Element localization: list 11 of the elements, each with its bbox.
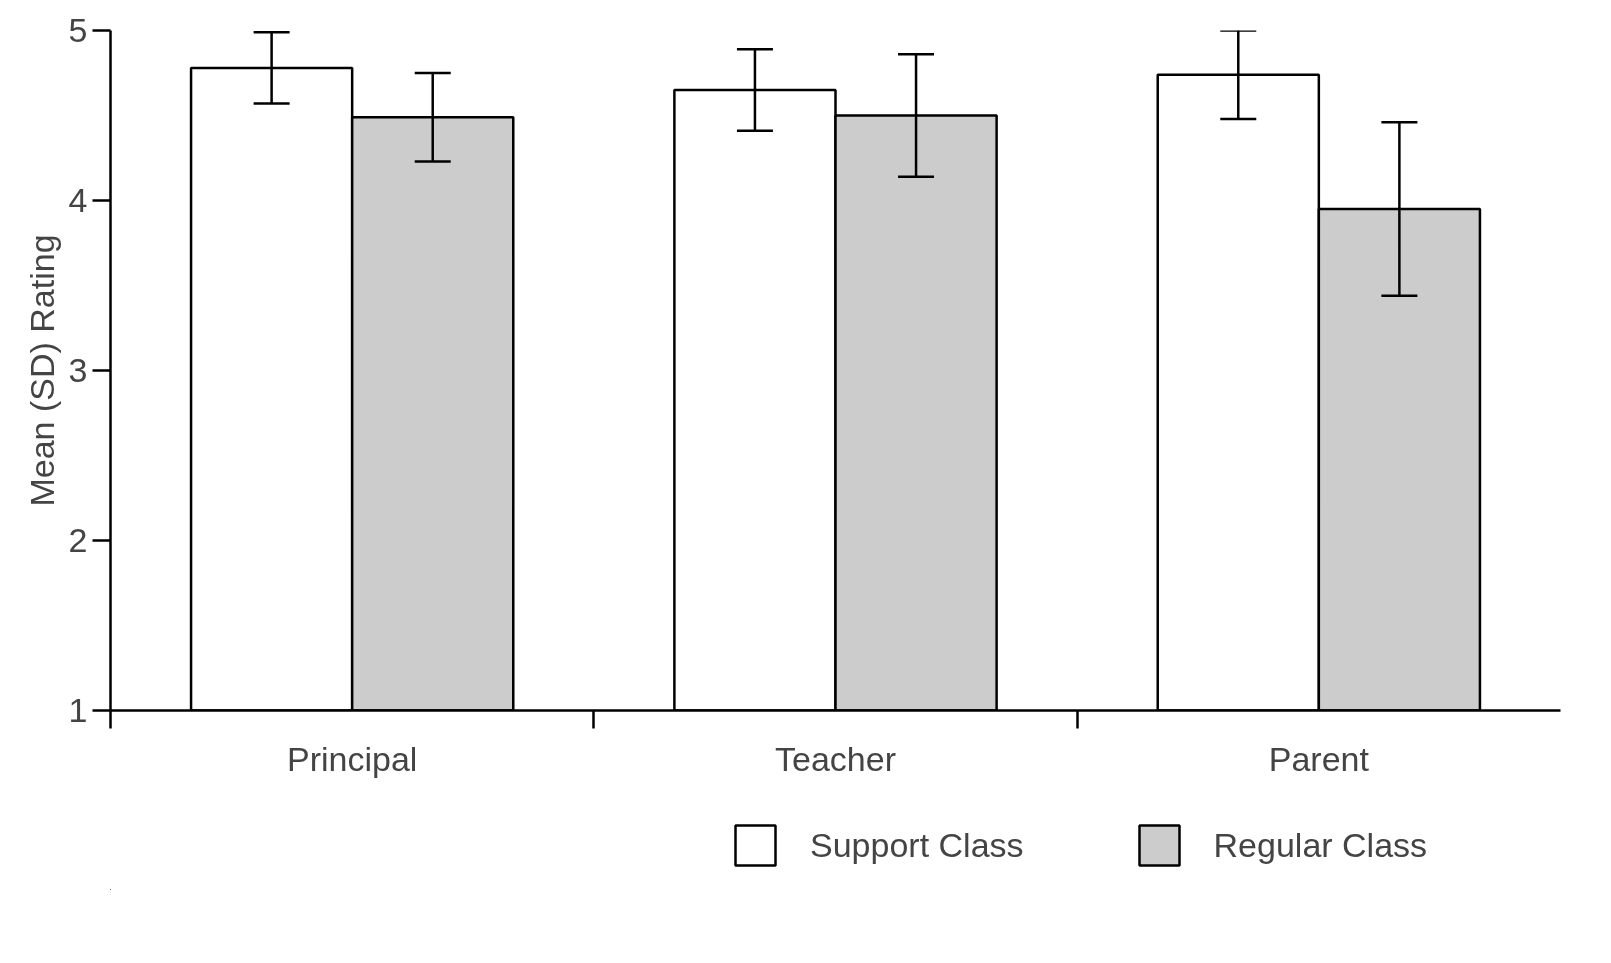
y-tick-label: 2 bbox=[68, 521, 88, 559]
y-tick-label: 4 bbox=[68, 181, 88, 219]
legend-label: Regular Class bbox=[1213, 825, 1428, 865]
y-tick-label: 1 bbox=[68, 691, 88, 729]
x-tick-label: Teacher bbox=[775, 739, 896, 778]
legend-label: Support Class bbox=[810, 825, 1024, 865]
x-tick-label: Parent bbox=[1268, 739, 1370, 778]
y-axis-title: Mean (SD) Rating bbox=[22, 234, 61, 507]
y-tick-label: 3 bbox=[68, 351, 88, 389]
x-tick-label: Principal bbox=[286, 739, 418, 778]
y-tick-label: 5 bbox=[68, 11, 88, 49]
